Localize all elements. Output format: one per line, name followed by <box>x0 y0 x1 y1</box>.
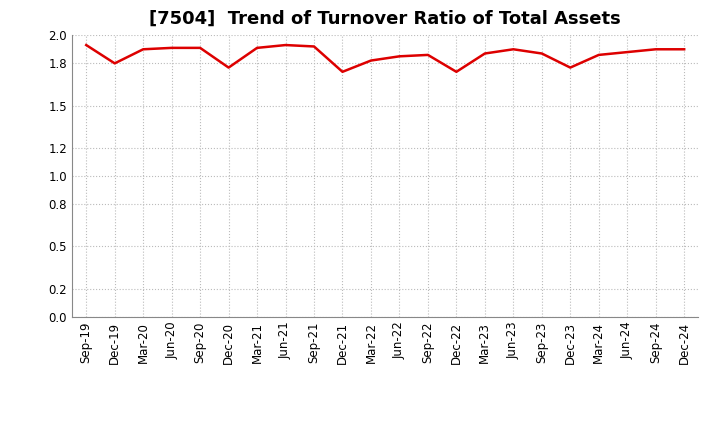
Title: [7504]  Trend of Turnover Ratio of Total Assets: [7504] Trend of Turnover Ratio of Total … <box>149 10 621 28</box>
